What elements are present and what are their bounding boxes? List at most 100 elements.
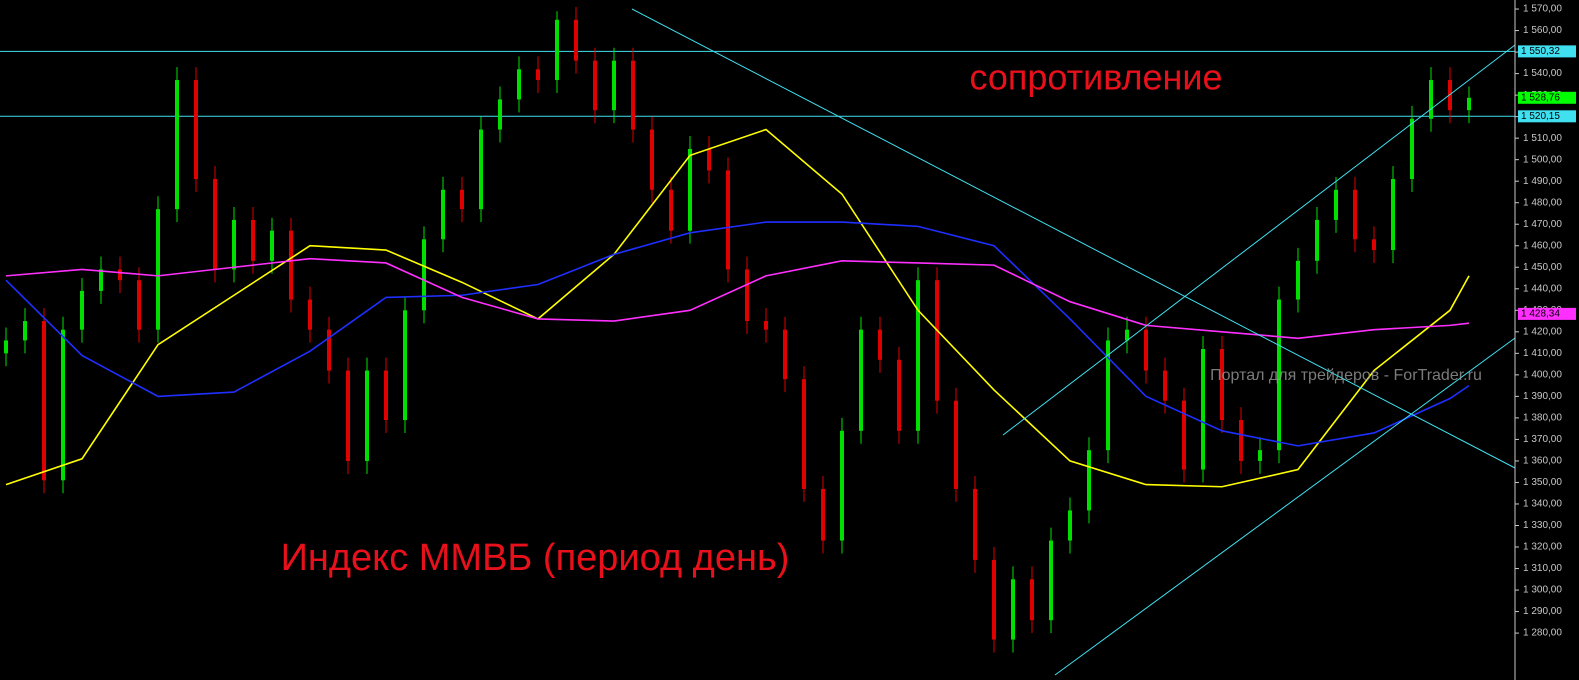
y-tick-label: 1 570,00	[1523, 4, 1562, 15]
candle-body	[99, 269, 103, 291]
candle-body	[536, 69, 540, 81]
trend-line	[1002, 44, 1516, 436]
plot-layer	[0, 6, 1515, 653]
candle-body	[80, 290, 84, 330]
candle-body	[1125, 329, 1129, 341]
price-tag	[1518, 110, 1576, 123]
price-tag-label: 1 428,34	[1521, 309, 1560, 320]
y-tick-label: 1 320,00	[1523, 542, 1562, 553]
candle-body	[156, 209, 160, 330]
price-tag-label: 1 550,32	[1521, 46, 1560, 57]
candle-body	[365, 370, 369, 461]
candle-body	[1372, 239, 1376, 251]
candle-body	[1353, 189, 1357, 240]
candle-body	[23, 321, 27, 341]
y-tick-label: 1 350,00	[1523, 477, 1562, 488]
candle-body	[194, 80, 198, 180]
candle-body	[1087, 450, 1091, 511]
y-tick-label: 1 450,00	[1523, 262, 1562, 273]
candle-body	[517, 69, 521, 100]
y-tick-label: 1 330,00	[1523, 520, 1562, 531]
candle-body	[308, 299, 312, 330]
annotation: сопротивление	[969, 57, 1222, 98]
candle-body	[688, 148, 692, 231]
candle-body	[384, 370, 388, 421]
candle-body	[593, 60, 597, 111]
candle-body	[840, 430, 844, 541]
candle-body	[707, 148, 711, 171]
candle-body	[61, 329, 65, 481]
y-tick-label: 1 340,00	[1523, 499, 1562, 510]
y-tick-label: 1 360,00	[1523, 456, 1562, 467]
candle-body	[1258, 450, 1262, 461]
candle-body	[479, 129, 483, 210]
candle-body	[1182, 400, 1186, 470]
y-tick-label: 1 300,00	[1523, 585, 1562, 596]
candle-body	[764, 321, 768, 330]
y-tick-label: 1 510,00	[1523, 133, 1562, 144]
y-tick-label: 1 440,00	[1523, 283, 1562, 294]
trend-lines	[631, 8, 1516, 676]
y-tick-label: 1 410,00	[1523, 348, 1562, 359]
candle-body	[1220, 349, 1224, 421]
price-tag-label: 1 528,76	[1521, 92, 1560, 103]
candle-body	[783, 329, 787, 380]
candle-body	[973, 488, 977, 560]
candle-body	[251, 219, 255, 261]
candle-body	[1467, 97, 1471, 111]
candle-body	[4, 340, 8, 354]
candle-body	[1277, 299, 1281, 451]
y-tick-label: 1 380,00	[1523, 413, 1562, 424]
candle-body	[1068, 510, 1072, 541]
candle-body	[1144, 329, 1148, 371]
candle-body	[954, 400, 958, 489]
candle-body	[403, 310, 407, 421]
y-tick-label: 1 540,00	[1523, 68, 1562, 79]
candle-body	[270, 230, 274, 261]
candle-body	[1201, 349, 1205, 470]
y-tick-label: 1 500,00	[1523, 154, 1562, 165]
candle-body	[1030, 579, 1034, 621]
candle-body	[1410, 118, 1414, 180]
moving-average	[5, 221, 1470, 447]
candle-body	[1011, 579, 1015, 640]
y-tick-label: 1 490,00	[1523, 176, 1562, 187]
candle-body	[422, 239, 426, 311]
watermark: Портал для трейдеров - ForTrader.ru	[1210, 367, 1482, 384]
candle-body	[118, 269, 122, 281]
moving-average	[5, 128, 1470, 488]
candle-body	[213, 179, 217, 270]
candle-body	[631, 60, 635, 130]
candle-body	[574, 19, 578, 61]
candle-body	[669, 189, 673, 231]
price-tag	[1518, 45, 1576, 58]
chart-title: Индекс ММВБ (период день)	[281, 537, 790, 579]
price-tag	[1518, 307, 1576, 320]
candle-body	[878, 329, 882, 360]
candle-body	[726, 170, 730, 270]
candle-body	[821, 488, 825, 541]
trend-line	[631, 8, 1516, 469]
candle-body	[992, 559, 996, 640]
candle-body	[555, 19, 559, 81]
y-tick-label: 1 310,00	[1523, 563, 1562, 574]
candle-body	[612, 60, 616, 111]
price-tag	[1518, 91, 1576, 104]
candle-body	[441, 189, 445, 240]
candle-body	[42, 321, 46, 481]
candle-body	[1163, 370, 1167, 401]
y-tick-label: 1 460,00	[1523, 240, 1562, 251]
y-tick-label: 1 290,00	[1523, 606, 1562, 617]
candle-body	[745, 269, 749, 322]
candle-body	[175, 80, 179, 210]
candle-body	[916, 280, 920, 431]
moving-average	[5, 257, 1470, 340]
y-tick-label: 1 420,00	[1523, 326, 1562, 337]
candle-body	[1429, 80, 1433, 119]
trend-line	[1054, 337, 1516, 676]
y-tick-label: 1 370,00	[1523, 434, 1562, 445]
candle-body	[897, 359, 901, 431]
candle-body	[1049, 540, 1053, 621]
candle-body	[289, 230, 293, 300]
